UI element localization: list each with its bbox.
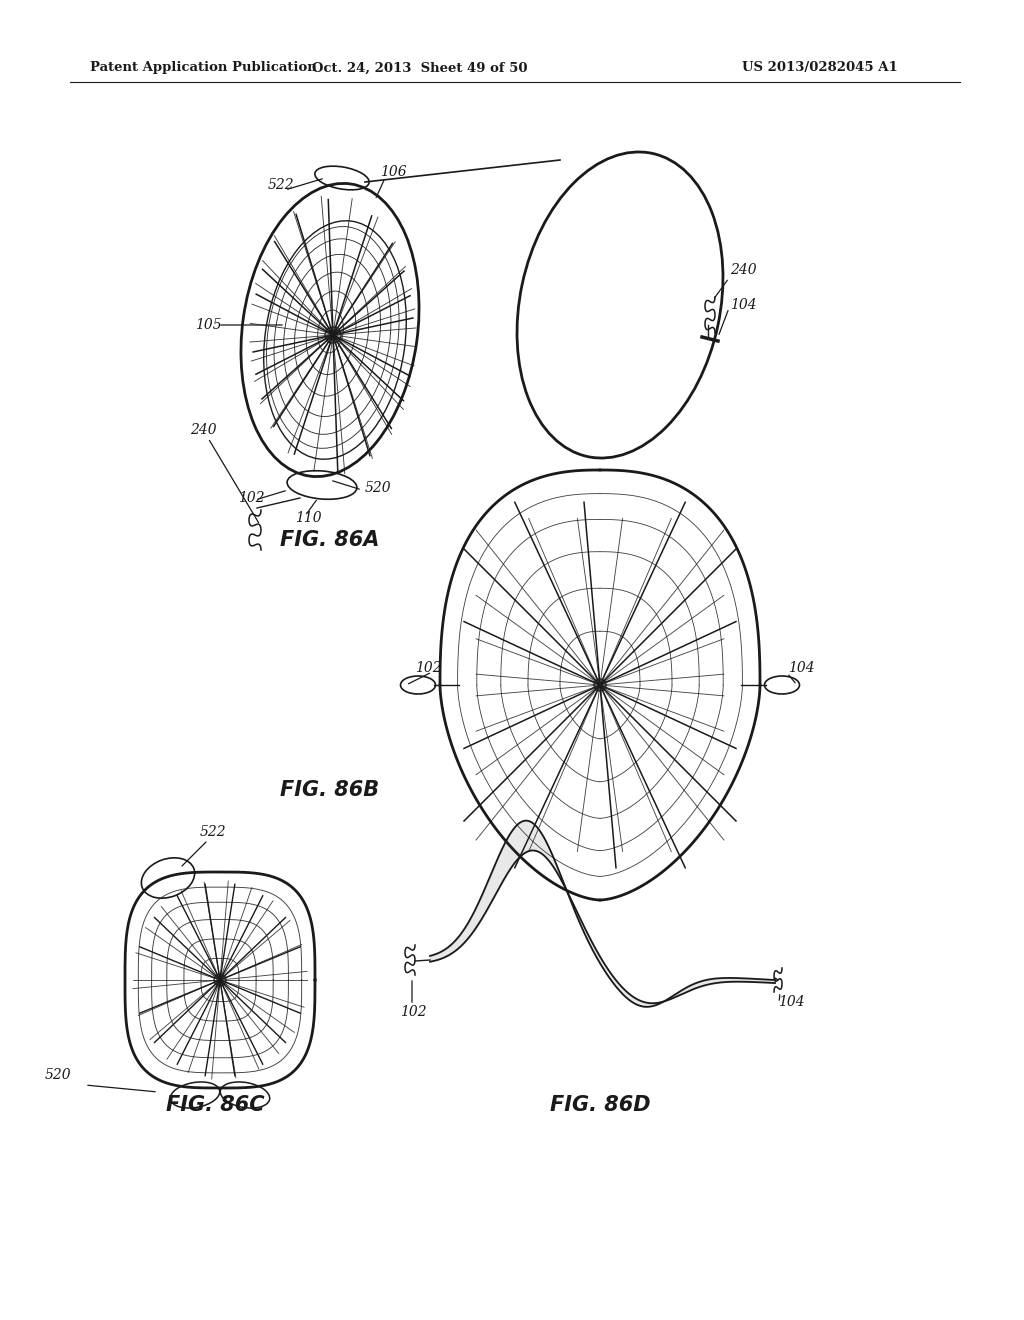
Text: 104: 104 <box>788 661 815 675</box>
Text: 240: 240 <box>730 263 757 277</box>
Text: 102: 102 <box>400 1005 427 1019</box>
Text: FIG. 86A: FIG. 86A <box>281 531 380 550</box>
Text: 520: 520 <box>45 1068 72 1082</box>
Text: FIG. 86B: FIG. 86B <box>281 780 380 800</box>
Text: 110: 110 <box>295 511 322 525</box>
Text: 104: 104 <box>778 995 805 1008</box>
Text: Patent Application Publication: Patent Application Publication <box>90 62 316 74</box>
Text: 104: 104 <box>730 298 757 312</box>
Text: FIG. 86D: FIG. 86D <box>550 1096 650 1115</box>
Text: 522: 522 <box>200 825 226 840</box>
Text: 105: 105 <box>195 318 221 333</box>
Text: US 2013/0282045 A1: US 2013/0282045 A1 <box>742 62 898 74</box>
Text: Oct. 24, 2013  Sheet 49 of 50: Oct. 24, 2013 Sheet 49 of 50 <box>312 62 527 74</box>
Text: 520: 520 <box>365 480 391 495</box>
Text: 102: 102 <box>415 661 441 675</box>
Text: FIG. 86C: FIG. 86C <box>166 1096 264 1115</box>
Text: 106: 106 <box>380 165 407 180</box>
Circle shape <box>330 333 336 338</box>
Text: 522: 522 <box>268 178 295 191</box>
Text: 102: 102 <box>238 491 264 506</box>
Text: 240: 240 <box>190 422 217 437</box>
